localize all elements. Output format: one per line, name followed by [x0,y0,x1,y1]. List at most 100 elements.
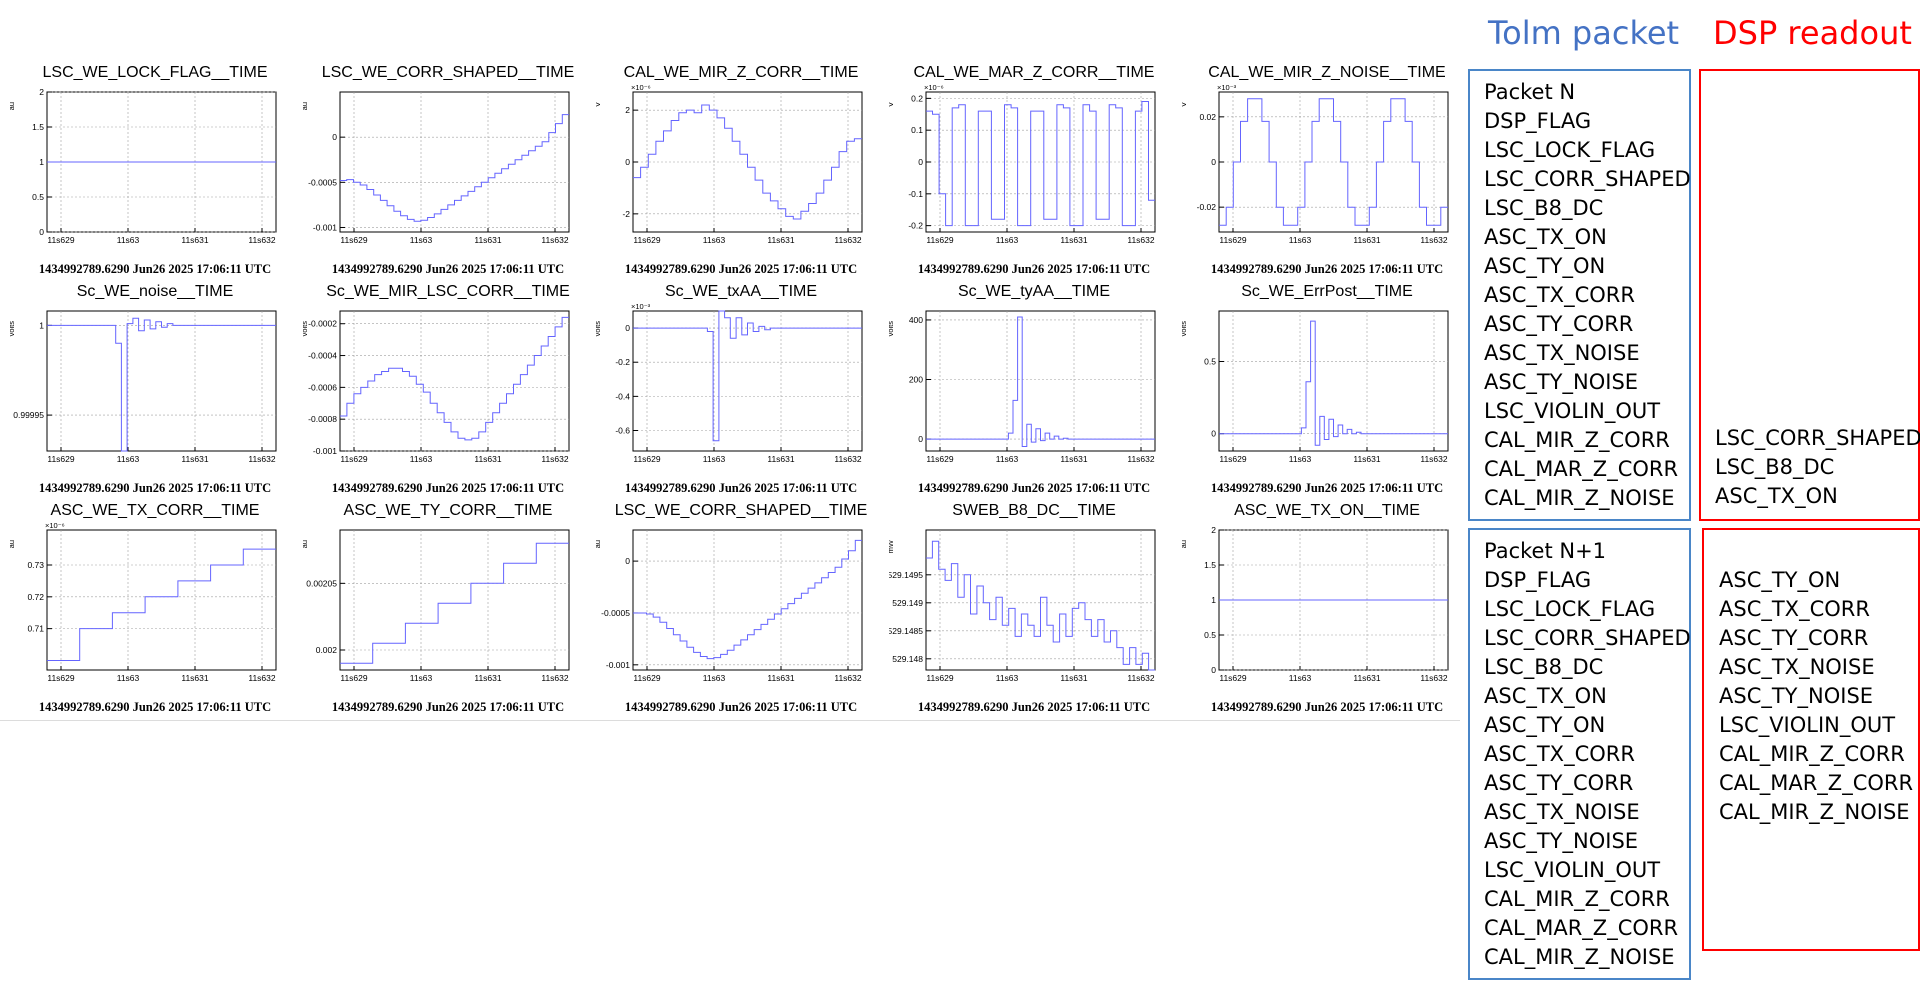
packet-n-item: CAL_MAR_Z_CORR [1484,457,1679,481]
chart-panel: LSC_WE_CORR_SHAPED__TIME 1434992789.6290 … [303,60,593,279]
x-tick-label: 11s629 [926,454,954,464]
packet-n1-item: CAL_MIR_Z_CORR [1484,887,1670,911]
chart-timestamp: 1434992789.6290 Jun26 2025 17:06:11 UTC [624,700,858,714]
y-tick-label: -0.02 [1197,202,1217,212]
plot-frame [925,310,1156,452]
series-line [340,114,569,222]
x-tick-label: 11s631 [181,673,209,683]
y-tick-label: -0.4 [615,391,630,401]
y-axis-label: V [596,102,602,107]
dsp-n1-item: ASC_TY_NOISE [1719,684,1874,708]
series-line [47,317,276,452]
chart-svg: 11s629 11s63 11s631 11s632 0 0.5 1 1.5 2 au [1182,525,1449,683]
x-tick-label: 11s629 [1219,454,1247,464]
packet-n-list: Packet N DSP_FLAG LSC_LOCK_FLAG LSC_CORR_SH… [1484,78,1691,513]
x-tick-label: 11s632 [541,673,569,683]
y-tick-label: -0.0004 [308,351,337,361]
x-tick-label: 11s632 [1420,673,1448,683]
packet-n-item: Packet N [1484,80,1576,104]
y-tick-label: 529.149 [892,598,923,608]
packet-n1-item: CAL_MAR_Z_CORR [1484,916,1679,940]
x-tick-label: 11s63 [996,673,1019,683]
series-line [926,316,1155,447]
tolm-packet-title: Tolm packet [1488,14,1680,52]
x-tick-label: 11s631 [474,673,502,683]
x-tick-label: 11s629 [926,235,954,245]
packet-n-item: ASC_TY_ON [1484,254,1606,278]
y-tick-label: -0.2 [615,357,630,367]
y-tick-label: -0.6 [615,426,630,436]
chart-title: Sc_WE_tyAA__TIME [957,283,1111,300]
series-line [1219,98,1448,226]
x-tick-label: 11s632 [541,454,569,464]
y-tick-label: 1.5 [32,122,44,132]
x-tick-label: 11s632 [248,235,276,245]
series-line [47,548,276,661]
packet-n-item: ASC_TX_ON [1484,225,1607,249]
x-tick-label: 11s631 [1060,235,1088,245]
x-tick-label: 11s631 [474,454,502,464]
plot-grid: LSC_WE_LOCK_FLAG__TIME 1434992789.6290 Ju… [0,60,1460,721]
x-tick-label: 11s632 [1127,673,1155,683]
packet-n1-item: ASC_TX_CORR [1484,742,1635,766]
packet-n1-list: Packet N+1 DSP_FLAG LSC_LOCK_FLAG LSC_CORR_… [1484,537,1691,972]
chart-svg: 11s629 11s63 11s631 11s632 -0.001 -0.0005 0 au [596,529,863,683]
y-tick-label: 0.002 [316,645,338,655]
plot-frame [925,91,1156,233]
y-tick-label: 0 [39,227,44,237]
y-axis-label: au [1182,540,1188,548]
x-tick-label: 11s629 [926,673,954,683]
chart-svg: 11s629 11s63 11s631 11s632 0.002 0.00205 au [303,529,570,683]
x-tick-label: 11s63 [703,673,726,683]
x-tick-label: 11s63 [117,235,140,245]
chart-svg: 11s629 11s63 11s631 11s632 -0.2 -0.1 0 0.1 0.2 V ×… [889,83,1156,245]
packet-n-box: Packet N DSP_FLAG LSC_LOCK_FLAG LSC_CORR_SH… [1468,69,1691,521]
y-tick-label: 0.99995 [13,410,44,420]
packet-n-item: LSC_CORR_SHAPED [1484,167,1691,191]
chart-title: LSC_WE_CORR_SHAPED__TIME [321,64,575,81]
plot-frame [339,310,570,452]
y-axis-label: au [10,540,16,548]
y-tick-label: 2 [625,105,630,115]
chart-title: LSC_WE_LOCK_FLAG__TIME [42,64,268,81]
y-axis-label: volts [1182,321,1188,337]
x-tick-label: 11s629 [633,673,661,683]
chart-title: SWEB_B8_DC__TIME [952,502,1116,519]
x-tick-label: 11s632 [834,235,862,245]
x-tick-label: 11s629 [47,673,75,683]
y-tick-label: 0.72 [27,592,44,602]
y-axis-label: volts [596,321,602,337]
y-exponent-label: ×10⁻³ [631,302,651,311]
y-axis-label: au [10,102,16,110]
packet-n1-item: ASC_TY_CORR [1484,771,1634,795]
y-exponent-label: ×10⁻⁶ [45,521,65,530]
chart-title: Sc_WE_noise__TIME [76,283,234,300]
y-tick-label: 0 [332,132,337,142]
chart-panel: CAL_WE_MAR_Z_CORR__TIME 1434992789.6290 J… [889,60,1179,279]
packet-n1-item: ASC_TX_NOISE [1484,800,1640,824]
series-line [633,539,862,660]
series-line [926,540,1155,671]
packet-n1-item: ASC_TY_ON [1484,713,1606,737]
chart-timestamp: 1434992789.6290 Jun26 2025 17:06:11 UTC [38,481,272,495]
dsp-readout-n1-list: ASC_TY_ON ASC_TX_CORR ASC_TY_CORR ASC_TX_NO… [1719,566,1918,827]
y-tick-label: 0.02 [1199,112,1216,122]
chart-svg: 11s629 11s63 11s631 11s632 0.71 0.72 0.73 au ×10… [10,521,277,683]
chart-title: CAL_WE_MAR_Z_CORR__TIME [913,64,1155,81]
y-tick-label: 0.1 [911,125,923,135]
y-tick-label: 0 [918,434,923,444]
x-tick-label: 11s63 [117,673,140,683]
y-exponent-label: ×10⁻⁶ [631,83,651,92]
plot-frame [339,529,570,671]
chart-timestamp: 1434992789.6290 Jun26 2025 17:06:11 UTC [331,262,565,276]
y-tick-label: 0.5 [1204,630,1216,640]
packet-n1-item: DSP_FLAG [1484,568,1592,592]
x-tick-label: 11s631 [767,235,795,245]
chart-timestamp: 1434992789.6290 Jun26 2025 17:06:11 UTC [917,481,1151,495]
packet-n-item: ASC_TX_CORR [1484,283,1635,307]
x-tick-label: 11s631 [767,673,795,683]
y-axis-label: au [596,540,602,548]
chart-panel: ASC_WE_TX_CORR__TIME 1434992789.6290 Jun2… [10,498,300,717]
y-tick-label: 2 [39,87,44,97]
packet-n-item: LSC_B8_DC [1484,196,1604,220]
